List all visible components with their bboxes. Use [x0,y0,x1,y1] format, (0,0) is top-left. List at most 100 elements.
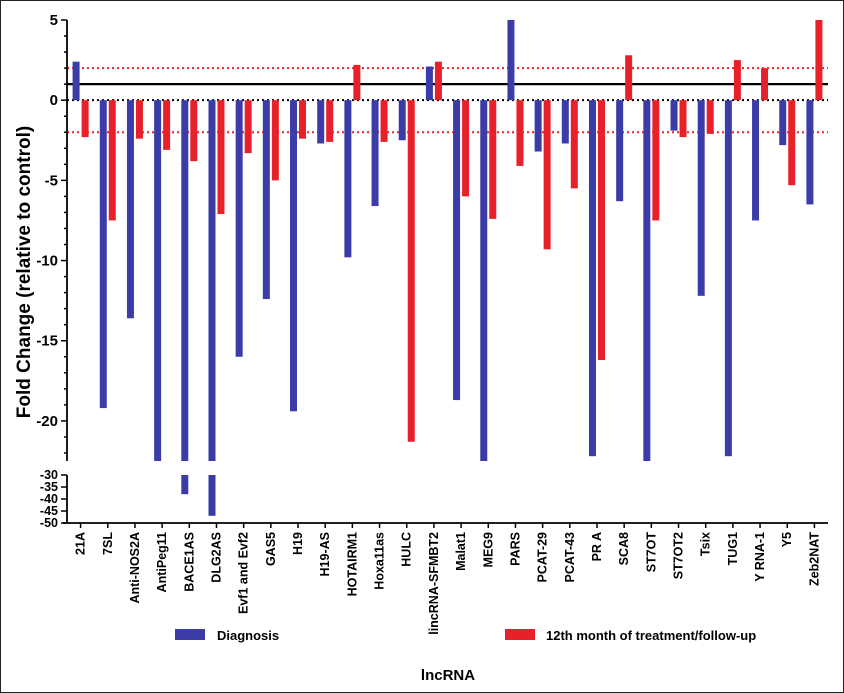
bar-diagnosis-21a [72,61,80,101]
bar-diagnosis-evf1-and-evf2 [235,100,243,357]
bar-followup-pcat-29 [543,100,551,250]
x-tick-label: MEG9 [481,532,495,567]
x-category-labels: 21A 7SL Anti-NOS2A AntiPeg11 BACE1AS DLG2AS Ev… [74,523,821,635]
bar-followup-pcat-43 [570,100,578,189]
x-tick-label: BACE1AS [182,532,196,592]
bar-diagnosis-hoxa11as [371,100,379,207]
bar-followup-h19-as [326,100,334,142]
y-ticks: 5 0 -5 -10 -15 -20 -30-35-40-45-50 [36,12,67,530]
legend-label-followup: 12th month of treatment/follow-up [546,628,756,643]
bar-followup-malat1 [462,100,470,197]
bar-diagnosis-pcat-43 [561,100,569,144]
x-tick-label: Evf1 and Evf2 [237,532,251,614]
bar-followup-st7ot [652,100,660,221]
bar-diagnosis-tug1 [724,100,732,457]
bar-diagnosis-malat1 [453,100,461,401]
x-tick-label: 21A [74,532,88,555]
bar-diagnosis-pr-a [588,100,596,457]
bar-diagnosis-antipeg11 [154,100,162,461]
bar-diagnosis-bace1as [181,100,189,461]
bar-diagnosis-st7ot [643,100,651,461]
x-tick-label: Zeb2NAT [807,532,821,586]
bar-diagnosis-tsix [697,100,705,296]
bar-diagnosis-sca8 [616,100,624,202]
bar-diagnosis-7sl [99,100,107,409]
bar-followup-bace1as [190,100,198,162]
x-tick-label: H19-AS [318,532,332,576]
y-tick-label: -50 [40,516,58,530]
x-tick-label: 7SL [101,532,115,555]
legend-label-diagnosis: Diagnosis [217,628,279,643]
legend-swatch-followup [505,629,535,640]
bar-diagnosis-hulc [398,100,406,141]
legend: Diagnosis 12th month of treatment/follow… [175,628,756,643]
bars [72,20,823,516]
y-tick-label: -5 [45,172,58,189]
x-tick-label: HOTAIRM1 [345,532,359,596]
x-tick-label: Hoxa11as [373,532,387,590]
bar-diagnosis-meg9 [480,100,488,461]
x-tick-label: lincRNA-SFMBT2 [427,532,441,635]
bar-followup-dlg2as [217,100,225,215]
bar-followup-antipeg11 [163,100,171,150]
x-tick-label: PR A [590,532,604,561]
bar-diagnosis-y5 [779,100,787,146]
bar-diagnosis-zeb2nat [806,100,814,205]
x-tick-label: PARS [508,532,522,566]
bar-diagnosis-h19 [290,100,298,412]
x-tick-label: Malat1 [454,532,468,571]
bar-diagnosis-gas5 [262,100,270,300]
bar-followup-h19 [299,100,307,139]
bar-followup-y-rna-1 [761,68,769,101]
bar-followup-anti-nos2a [135,100,143,139]
y-tick-label: -40 [40,492,58,506]
x-tick-label: Y5 [780,532,794,547]
x-tick-label: Y RNA-1 [753,532,767,582]
bar-followup-pars [516,100,524,166]
x-tick-label: H19 [291,532,305,555]
x-tick-label: DLG2AS [209,532,223,583]
bar-diagnosis-hotairm1 [344,100,352,258]
y-tick-label: 0 [50,92,58,109]
y-tick-label: -10 [36,253,58,270]
x-tick-label: Anti-NOS2A [128,532,142,604]
bar-diagnosis-anti-nos2a [126,100,134,319]
bar-diagnosis-dlg2as-lower [208,475,216,516]
x-tick-label: ST7OT2 [672,532,686,579]
bar-followup-hotairm1 [353,64,361,101]
reference-lines [67,67,828,134]
x-tick-label: GAS5 [264,532,278,566]
bar-followup-sca8 [625,55,633,101]
y-tick-label: -35 [40,480,58,494]
x-tick-label: PCAT-43 [563,532,577,583]
bar-followup-y5 [788,100,796,186]
y-tick-label: 5 [50,12,58,29]
bar-followup-zeb2nat [815,20,823,101]
x-axis-label: lncRNA [421,667,475,684]
bar-diagnosis-pcat-29 [534,100,542,152]
y-tick-label: -30 [40,468,58,482]
axes [63,20,828,524]
bar-followup-lincrna-sfmbt2 [434,61,442,101]
bar-diagnosis-bace1as-lower [181,475,189,495]
x-tick-label: ST7OT [644,532,658,573]
y-tick-label: -15 [36,333,58,350]
bar-diagnosis-pars [507,20,515,101]
bar-diagnosis-h19-as [317,100,325,144]
bar-diagnosis-dlg2as [208,100,216,461]
x-tick-label: HULC [400,532,414,567]
y-tick-label: -20 [36,413,58,430]
bar-followup-7sl [108,100,116,221]
x-tick-label: AntiPeg11 [155,532,169,592]
bar-followup-meg9 [489,100,497,219]
bar-followup-tsix [706,100,714,134]
x-tick-label: PCAT-29 [536,532,550,583]
bar-followup-gas5 [271,100,279,181]
bar-followup-evf1-and-evf2 [244,100,252,154]
x-tick-label: SCA8 [617,532,631,565]
bar-followup-st7ot2 [679,100,687,138]
x-tick-label: TUG1 [726,532,740,565]
legend-swatch-diagnosis [175,629,205,640]
bar-followup-hoxa11as [380,100,388,142]
